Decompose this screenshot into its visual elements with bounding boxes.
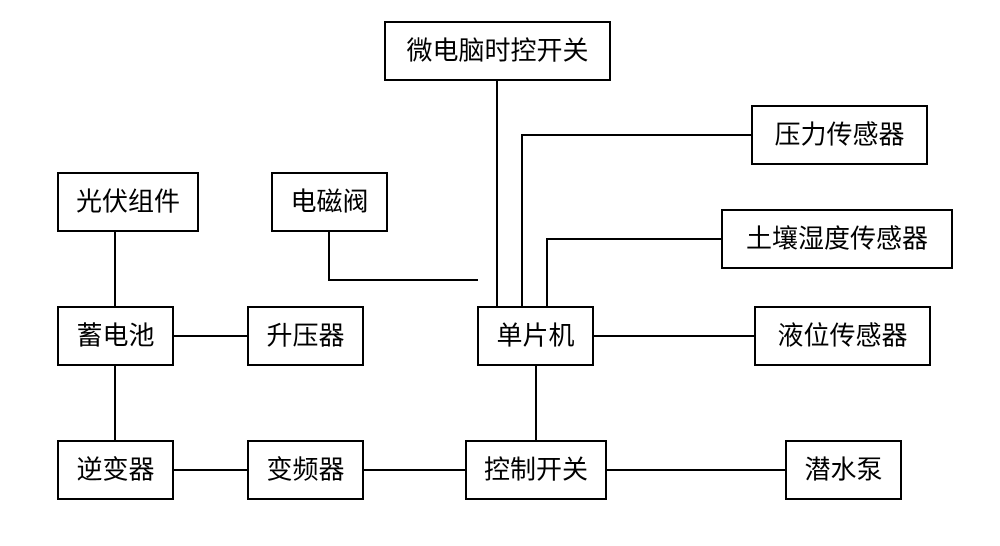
- node-booster: 升压器: [248, 307, 363, 365]
- block-diagram: 微电脑时控开关压力传感器光伏组件 电磁阀土壤湿度传感器蓄电池 升压器 单片机 液位传感器…: [0, 0, 1000, 546]
- node-mcu: 单片机: [478, 307, 593, 365]
- node-ctrlsw: 控制开关: [466, 441, 606, 499]
- edges-group: [115, 80, 786, 470]
- node-pump: 潜水泵: [786, 441, 901, 499]
- node-label-battery: 蓄电池: [76, 322, 154, 351]
- nodes-group: 微电脑时控开关压力传感器光伏组件 电磁阀土壤湿度传感器蓄电池 升压器 单片机 液位传感器…: [58, 22, 952, 499]
- node-label-timer: 微电脑时控开关: [406, 37, 588, 66]
- node-pressure: 压力传感器: [752, 106, 927, 164]
- edge-3: [329, 231, 478, 280]
- node-label-ctrlsw: 控制开关: [484, 456, 588, 485]
- node-valve: 电磁阀: [272, 173, 387, 231]
- edge-2: [547, 239, 722, 307]
- node-label-level: 液位传感器: [777, 322, 907, 351]
- node-battery: 蓄电池: [58, 307, 173, 365]
- node-label-vfd: 变频器: [266, 456, 344, 485]
- node-level: 液位传感器: [755, 307, 930, 365]
- node-inverter: 逆变器: [58, 441, 173, 499]
- node-label-mcu: 单片机: [496, 322, 574, 351]
- node-label-pump: 潜水泵: [804, 456, 882, 485]
- node-label-soil: 土壤湿度传感器: [746, 225, 928, 254]
- node-timer: 微电脑时控开关: [385, 22, 610, 80]
- node-label-booster: 升压器: [266, 322, 344, 351]
- node-vfd: 变频器: [248, 441, 363, 499]
- node-label-pressure: 压力传感器: [774, 121, 904, 150]
- node-soil: 土壤湿度传感器: [722, 210, 952, 268]
- node-pv: 光伏组件: [58, 173, 198, 231]
- edge-1: [522, 135, 752, 307]
- node-label-valve: 电磁阀: [290, 188, 368, 217]
- node-label-inverter: 逆变器: [76, 456, 154, 485]
- node-label-pv: 光伏组件: [76, 188, 180, 217]
